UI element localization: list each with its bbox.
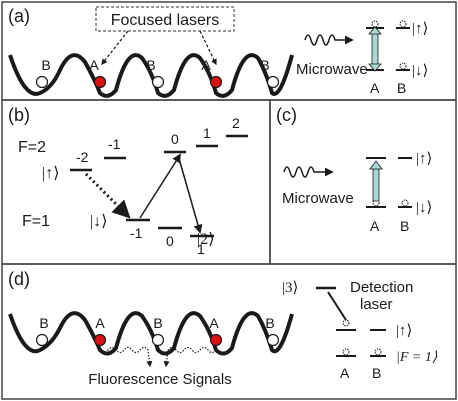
panel-a-label: (a)	[8, 6, 30, 26]
state-three: |3⟩	[282, 280, 298, 296]
atom-b-1	[35, 333, 49, 347]
site-label: A	[95, 315, 105, 331]
atom-b-2	[151, 75, 165, 89]
state-up: |↑⟩	[416, 151, 432, 167]
state-down: |↓⟩	[416, 200, 432, 216]
microwave-transition-arrow	[369, 160, 383, 202]
fluorescence-signal-right	[163, 346, 217, 368]
mf-label: -1	[130, 225, 143, 241]
detection-laser-line	[327, 291, 347, 321]
atom-a-1	[93, 75, 107, 89]
microwave-transition-arrow	[368, 26, 382, 72]
state-down: |↓⟩	[412, 63, 428, 79]
atom-ghost	[401, 199, 409, 207]
optical-lattice-d	[8, 311, 294, 356]
atom-a-1	[93, 333, 107, 347]
laser-pointer-left	[101, 30, 129, 65]
site-label: B	[260, 57, 269, 73]
state-up: |↑⟩	[412, 21, 428, 37]
atom-b-label: B	[372, 365, 381, 381]
atom-a-2	[209, 75, 223, 89]
optical-lattice-a	[8, 53, 294, 98]
site-label: B	[39, 315, 48, 331]
focused-lasers-label: Focused lasers	[111, 12, 220, 29]
site-label: B	[41, 57, 50, 73]
site-label: B	[153, 315, 162, 331]
atom-a-label: A	[340, 365, 350, 381]
mf-label: 1	[197, 241, 205, 257]
focused-lasers-callout	[95, 6, 235, 32]
mf-label: 1	[203, 125, 211, 141]
mf-label: -2	[76, 149, 89, 165]
fluorescence-signal-left	[99, 346, 153, 368]
atom-ghost	[371, 20, 379, 28]
mf-label: 0	[166, 233, 174, 249]
panel-a: (a) Focused lasers B A B A B Microwave	[8, 6, 428, 98]
laser-label: laser	[360, 296, 393, 313]
mf-label: -1	[108, 136, 121, 152]
dashed-transition-arrow	[84, 172, 131, 219]
panel-d: (d) B A B A B Fluorescence Signals |3⟩ D…	[8, 269, 438, 388]
panel-c-label: (c)	[276, 105, 297, 125]
atom-ghost	[342, 348, 350, 356]
microwave-label: Microwave	[296, 61, 368, 78]
atom-b-1	[35, 75, 49, 89]
detection-label: Detection	[350, 279, 413, 296]
atom-b-3	[266, 333, 280, 347]
panel-d-label: (d)	[8, 269, 30, 289]
laser-pointer-right	[199, 30, 217, 66]
f2-label: F=2	[18, 139, 46, 156]
atom-a-2	[209, 333, 223, 347]
state-up: |↑⟩	[42, 165, 59, 182]
panel-b-label: (b)	[8, 105, 30, 125]
site-label: A	[201, 57, 211, 73]
atom-b-label: B	[400, 218, 409, 234]
atom-b-label: B	[397, 80, 406, 96]
atom-ghost	[342, 319, 350, 327]
mf-label: 2	[232, 115, 240, 131]
panel-b: (b) F=2 |↑⟩ F=1 |↓⟩ |2⟩ -2 -1 0 1 2 -1 0…	[8, 105, 248, 257]
site-label: A	[89, 57, 99, 73]
microwave-wave-icon	[283, 166, 334, 178]
up-transition-arrow	[139, 153, 181, 219]
site-label: A	[209, 315, 219, 331]
site-label: B	[146, 57, 155, 73]
atom-ghost	[374, 348, 382, 356]
fluorescence-label: Fluorescence Signals	[88, 371, 231, 388]
down-transition-arrow	[177, 154, 203, 234]
atom-a-label: A	[370, 80, 380, 96]
state-f1: |F = 1⟩	[396, 350, 438, 365]
atom-ghost	[399, 62, 407, 70]
mf-label: 0	[171, 131, 179, 147]
microwave-wave-icon	[304, 34, 354, 46]
f1-label: F=1	[22, 213, 50, 230]
panel-c: (c) Microwave |↑⟩ |↓⟩ A B	[276, 105, 432, 234]
atom-b-3	[266, 75, 280, 89]
atom-ghost	[399, 20, 407, 28]
state-up: |↑⟩	[396, 323, 412, 339]
site-label: B	[265, 315, 274, 331]
state-down: |↓⟩	[90, 213, 107, 230]
atom-b-2	[151, 333, 165, 347]
microwave-label: Microwave	[282, 190, 354, 207]
atom-a-label: A	[370, 218, 380, 234]
